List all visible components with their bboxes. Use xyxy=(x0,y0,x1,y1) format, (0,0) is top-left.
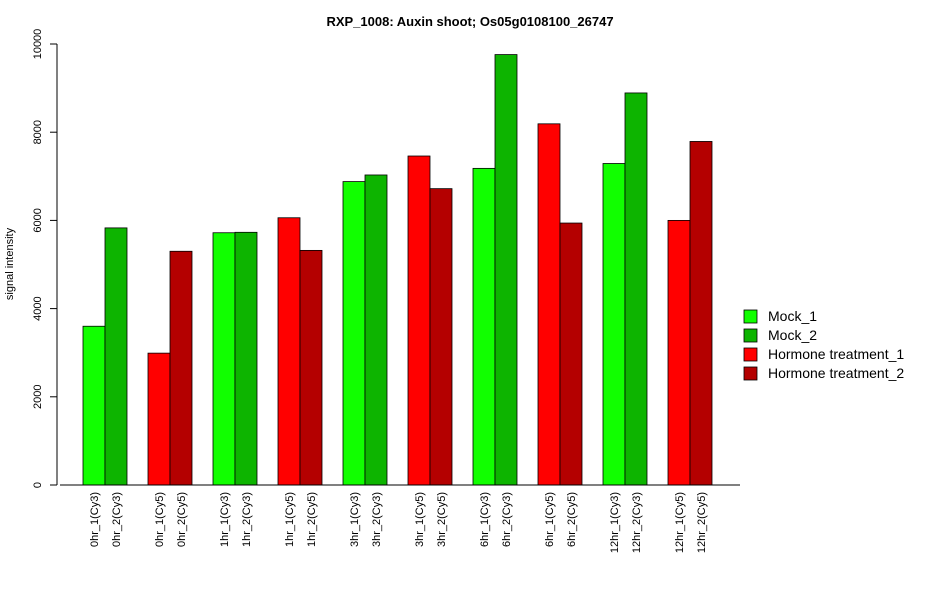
x-tick-label: 1hr_2(Cy3) xyxy=(241,492,253,547)
bar xyxy=(537,123,561,486)
bar xyxy=(342,181,366,486)
legend-swatch xyxy=(743,366,758,381)
x-tick-label: 3hr_1(Cy5) xyxy=(414,492,426,547)
bar xyxy=(364,174,388,486)
bar xyxy=(689,141,713,486)
bar xyxy=(299,249,323,486)
bars-group xyxy=(82,54,713,486)
x-tick-label: 6hr_1(Cy5) xyxy=(544,492,556,547)
y-tick-label: 4000 xyxy=(32,296,44,320)
x-tick-label: 12hr_2(Cy5) xyxy=(696,492,708,553)
y-tick-label: 10000 xyxy=(32,29,44,60)
x-tick-label: 1hr_2(Cy5) xyxy=(306,492,318,547)
bar xyxy=(494,54,518,486)
bar xyxy=(234,231,258,486)
legend-label: Mock_1 xyxy=(768,308,817,324)
x-tick-label: 0hr_2(Cy3) xyxy=(111,492,123,547)
x-tick-label: 3hr_2(Cy5) xyxy=(436,492,448,547)
x-tick-label: 0hr_1(Cy5) xyxy=(154,492,166,547)
bar xyxy=(104,227,128,486)
bar xyxy=(147,352,171,486)
x-tick-label: 1hr_1(Cy3) xyxy=(219,492,231,547)
chart-title: RXP_1008: Auxin shoot; Os05g0108100_2674… xyxy=(326,14,613,29)
y-tick-label: 8000 xyxy=(32,120,44,144)
legend-label: Hormone treatment_1 xyxy=(768,346,904,362)
bar xyxy=(667,219,691,486)
x-tick-label: 12hr_1(Cy3) xyxy=(609,492,621,553)
y-tick-label: 2000 xyxy=(32,385,44,409)
x-tick-labels: 0hr_1(Cy3) 0hr_2(Cy3) 0hr_1(Cy5) 0hr_2(Cy5)… xyxy=(89,492,708,553)
x-tick-label: 12hr_2(Cy3) xyxy=(631,492,643,553)
x-tick-label: 6hr_2(Cy5) xyxy=(566,492,578,547)
bar xyxy=(624,92,648,486)
y-tick-label: 0 xyxy=(32,482,44,488)
y-tick-label: 6000 xyxy=(32,208,44,232)
x-tick-label: 12hr_1(Cy5) xyxy=(674,492,686,553)
bar xyxy=(429,188,453,486)
y-axis: 0 2000 4000 6000 8000 10000 xyxy=(32,29,58,488)
x-tick-label: 6hr_2(Cy3) xyxy=(501,492,513,547)
legend-swatch xyxy=(743,347,758,362)
bar xyxy=(169,250,193,486)
x-tick-label: 0hr_1(Cy3) xyxy=(89,492,101,547)
bar xyxy=(559,222,583,486)
bar xyxy=(407,155,431,486)
legend: Mock_1 Mock_2 Hormone treatment_1 Hormone t… xyxy=(743,308,904,381)
y-axis-label: signal intensity xyxy=(4,227,16,300)
legend-swatch xyxy=(743,309,758,324)
bar xyxy=(277,217,301,486)
x-tick-label: 3hr_2(Cy3) xyxy=(371,492,383,547)
x-tick-label: 3hr_1(Cy3) xyxy=(349,492,361,547)
legend-label: Hormone treatment_2 xyxy=(768,365,904,381)
bar xyxy=(82,325,106,486)
x-tick-label: 6hr_1(Cy3) xyxy=(479,492,491,547)
bar xyxy=(602,163,626,486)
bar xyxy=(212,232,236,486)
legend-swatch xyxy=(743,328,758,343)
bar xyxy=(472,167,496,486)
x-tick-label: 1hr_1(Cy5) xyxy=(284,492,296,547)
x-tick-label: 0hr_2(Cy5) xyxy=(176,492,188,547)
legend-label: Mock_2 xyxy=(768,327,817,343)
